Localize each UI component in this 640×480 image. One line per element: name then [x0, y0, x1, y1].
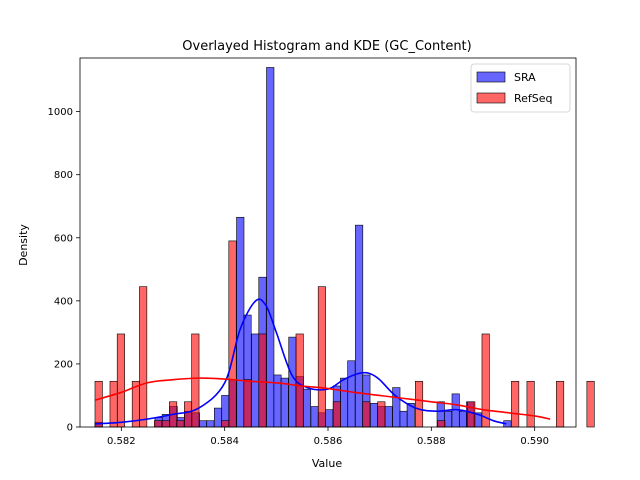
bar-sra — [325, 409, 334, 428]
bar-refseq — [94, 380, 103, 428]
bar-sra — [199, 420, 208, 428]
kde-line-sra — [94, 298, 507, 425]
legend-swatch-sra — [476, 71, 506, 83]
bar-refseq — [154, 420, 163, 428]
y-tick-label: 200 — [54, 359, 73, 370]
bar-sra — [206, 420, 215, 428]
bar-sra — [266, 67, 275, 428]
bar-refseq — [481, 333, 490, 428]
bar-refseq — [176, 420, 185, 428]
bar-refseq — [511, 380, 520, 428]
bar-refseq — [139, 286, 148, 428]
y-axis-label: Density — [17, 224, 30, 266]
bar-sra — [302, 388, 311, 428]
bar-refseq — [243, 379, 252, 428]
bar-sra — [280, 377, 289, 428]
bar-sra — [443, 410, 452, 428]
x-tick-label: 0.582 — [107, 436, 136, 447]
y-tick-label: 800 — [54, 170, 73, 181]
legend-label-sra: SRA — [514, 71, 536, 84]
bar-refseq — [317, 286, 326, 428]
y-tick-label: 0 — [67, 423, 73, 434]
bar-refseq — [191, 333, 200, 428]
bar-refseq — [415, 380, 424, 428]
bar-refseq — [295, 333, 304, 428]
bar-refseq — [116, 333, 125, 428]
y-tick-label: 1000 — [48, 107, 73, 118]
bar-sra — [214, 407, 223, 428]
bar-sra — [399, 410, 408, 428]
chart-title: Overlayed Histogram and KDE (GC_Content) — [182, 39, 471, 54]
bar-refseq — [377, 401, 386, 428]
bar-sra — [370, 403, 379, 428]
x-tick-label: 0.590 — [520, 436, 549, 447]
bar-refseq — [161, 420, 170, 428]
bar-sra — [288, 336, 297, 428]
bar-refseq — [109, 380, 118, 428]
bar-sra — [384, 406, 393, 428]
bar-sra — [340, 377, 349, 428]
x-tick-label: 0.586 — [314, 436, 343, 447]
legend: SRA RefSeq — [470, 63, 571, 113]
bar-refseq — [467, 401, 476, 428]
bar-sra — [347, 360, 356, 428]
x-tick-label: 0.588 — [417, 436, 446, 447]
bar-sra — [310, 406, 319, 428]
bar-sra — [251, 333, 260, 428]
kde-line-refseq — [94, 377, 551, 420]
bar-refseq — [221, 420, 230, 428]
x-tick-label: 0.584 — [210, 436, 239, 447]
bar-refseq — [332, 401, 341, 428]
bar-sra — [458, 410, 467, 428]
y-tick-label: 400 — [54, 296, 73, 307]
legend-swatch-refseq — [476, 92, 506, 104]
bar-sra — [355, 224, 364, 428]
bar-refseq — [258, 333, 267, 428]
y-tick-label: 600 — [54, 233, 73, 244]
bar-refseq — [526, 380, 535, 428]
legend-label-refseq: RefSeq — [514, 92, 553, 105]
bar-refseq — [362, 401, 371, 428]
bar-refseq — [437, 420, 446, 428]
x-axis-label: Value — [312, 457, 342, 470]
bar-refseq — [228, 240, 237, 428]
bar-refseq — [586, 380, 595, 428]
bar-refseq — [184, 401, 193, 428]
bar-refseq — [556, 380, 565, 428]
plot-area: 0.582 0.584 0.586 0.588 0.590 0 200 400 600 800 10… — [48, 57, 595, 447]
